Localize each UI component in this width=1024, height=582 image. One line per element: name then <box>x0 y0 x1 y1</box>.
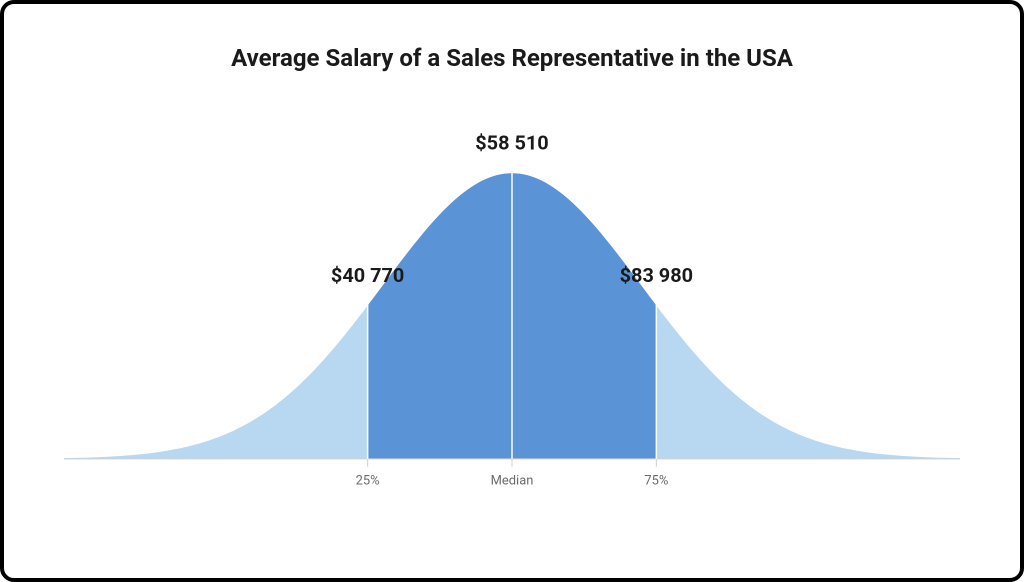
chart-area: $40 770 25% $58 510 Median $83 980 75% <box>64 124 960 518</box>
tick-label-p75: 75% <box>644 474 668 489</box>
value-label-p25: $40 770 <box>331 264 404 287</box>
tick-label-median: Median <box>491 474 534 489</box>
chart-title: Average Salary of a Sales Representative… <box>4 44 1020 72</box>
bell-curve-chart: $40 770 25% $58 510 Median $83 980 75% <box>64 124 960 518</box>
value-label-median: $58 510 <box>475 132 548 155</box>
tick-label-p25: 25% <box>356 474 380 489</box>
chart-frame: Average Salary of a Sales Representative… <box>0 0 1024 582</box>
value-label-p75: $83 980 <box>620 264 693 287</box>
